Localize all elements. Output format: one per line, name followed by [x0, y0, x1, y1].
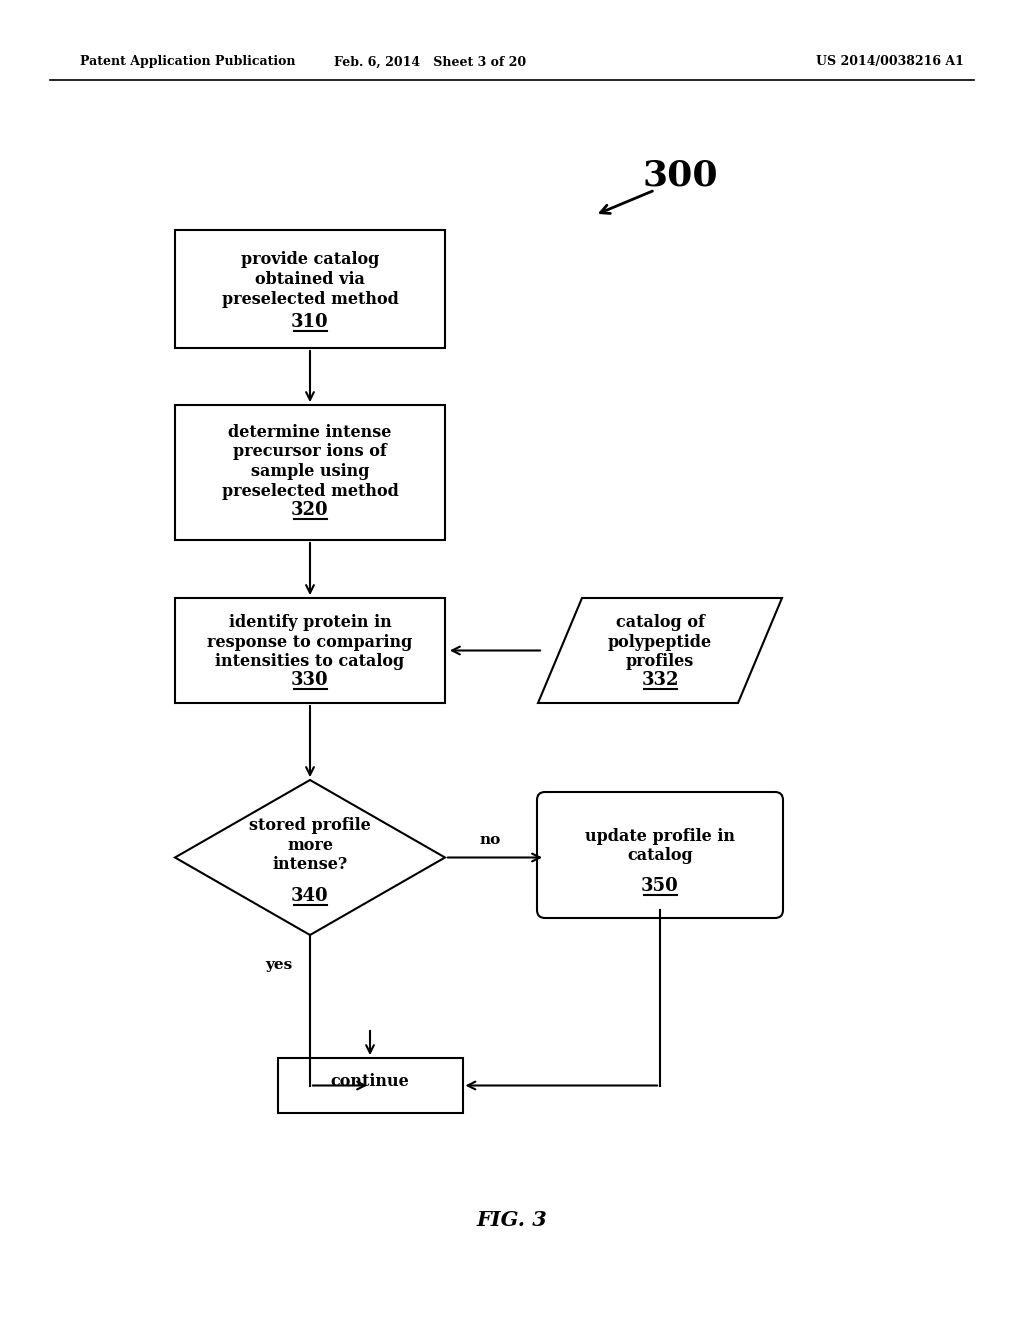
- Polygon shape: [538, 598, 782, 704]
- Bar: [175, 405, 445, 540]
- Text: continue: continue: [331, 1073, 410, 1089]
- Text: stored profile
more
intense?: stored profile more intense?: [249, 817, 371, 874]
- FancyBboxPatch shape: [537, 792, 783, 917]
- Text: provide catalog
obtained via
preselected method: provide catalog obtained via preselected…: [221, 251, 398, 308]
- Text: no: no: [479, 833, 501, 847]
- Text: Patent Application Publication: Patent Application Publication: [80, 55, 296, 69]
- Bar: [175, 598, 445, 704]
- Text: update profile in
catalog: update profile in catalog: [585, 828, 735, 865]
- Text: Feb. 6, 2014   Sheet 3 of 20: Feb. 6, 2014 Sheet 3 of 20: [334, 55, 526, 69]
- Text: 332: 332: [641, 671, 679, 689]
- Polygon shape: [175, 780, 445, 935]
- Text: identify protein in
response to comparing
intensities to catalog: identify protein in response to comparin…: [207, 614, 413, 671]
- Bar: [278, 1059, 463, 1113]
- Text: determine intense
precursor ions of
sample using
preselected method: determine intense precursor ions of samp…: [221, 424, 398, 499]
- Text: 340: 340: [291, 887, 329, 906]
- Text: 330: 330: [291, 671, 329, 689]
- Text: FIG. 3: FIG. 3: [476, 1210, 548, 1230]
- Text: 350: 350: [641, 876, 679, 895]
- Text: yes: yes: [265, 958, 292, 972]
- Bar: [175, 230, 445, 348]
- Text: 310: 310: [291, 313, 329, 331]
- Text: 300: 300: [642, 158, 718, 191]
- Text: 320: 320: [291, 502, 329, 519]
- Text: catalog of
polypeptide
profiles: catalog of polypeptide profiles: [608, 614, 712, 671]
- Text: US 2014/0038216 A1: US 2014/0038216 A1: [816, 55, 964, 69]
